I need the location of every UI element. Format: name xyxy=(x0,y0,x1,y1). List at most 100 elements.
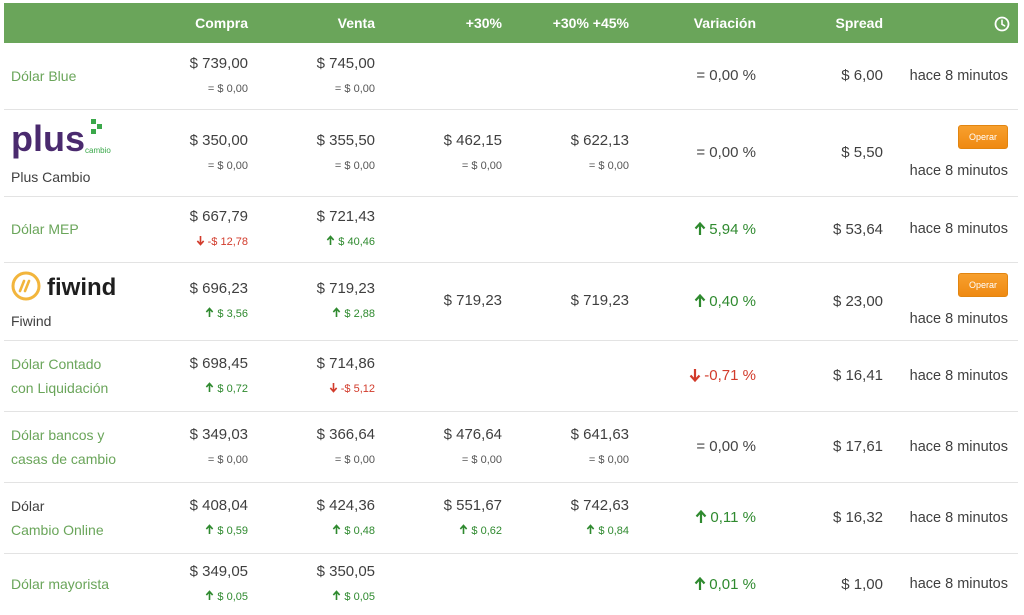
updated-time: hace 8 minutos xyxy=(909,576,1008,593)
header-spread[interactable]: Spread xyxy=(835,15,883,31)
table-row: fiwind Fiwind $ 696,23 $ 3,56 $ 719,23 $… xyxy=(4,262,1018,340)
p30-cell xyxy=(385,43,512,109)
row-name: Dólar xyxy=(11,497,45,514)
header-30-45[interactable]: +30% +45% xyxy=(552,15,629,31)
arrow-up-icon xyxy=(694,293,706,307)
table-row: Dólar mayorista $ 349,05 $ 0,05 $ 350,05… xyxy=(4,553,1018,615)
updated-time: hace 8 minutos xyxy=(909,311,1008,327)
arrow-up-icon xyxy=(333,307,341,317)
arrow-up-icon xyxy=(696,510,707,523)
spread-value: $ 53,64 xyxy=(832,220,883,238)
compra-delta: -$ 12,78 xyxy=(164,233,248,251)
row-name-link[interactable]: Dólar MEP xyxy=(11,221,79,237)
updated-time: hace 8 minutos xyxy=(909,67,1008,84)
svg-text:plus: plus xyxy=(11,118,85,159)
p3045-delta: $ 0,84 xyxy=(522,522,629,540)
p3045-delta: = $ 0,00 xyxy=(588,159,629,172)
table-row: Dólar Cambio Online $ 408,04 $ 0,59 $ 42… xyxy=(4,482,1018,553)
spread-value: $ 17,61 xyxy=(832,438,883,455)
table-row: Dólar Blue $ 739,00 = $ 0,00 $ 745,00 = $ … xyxy=(4,43,1018,109)
venta-price: $ 355,50 xyxy=(316,131,375,149)
arrow-up-icon xyxy=(206,590,214,601)
updated-time: hace 8 minutos xyxy=(909,438,1008,455)
venta-delta: = $ 0,00 xyxy=(334,453,375,466)
row-name-link[interactable]: Dólar Blue xyxy=(11,67,77,84)
row-name-link[interactable]: Dólar mayorista xyxy=(11,576,110,593)
header-30[interactable]: +30% xyxy=(465,15,502,31)
venta-price: $ 366,64 xyxy=(316,425,375,443)
p30-price: $ 462,15 xyxy=(443,131,502,149)
venta-price: $ 745,00 xyxy=(316,54,375,72)
variacion-value: -0,71 % xyxy=(689,367,756,384)
updated-time: hace 8 minutos xyxy=(909,367,1008,384)
header-venta[interactable]: Venta xyxy=(337,15,375,31)
compra-price: $ 349,03 xyxy=(189,425,248,443)
table-row: Dólar Contado con Liquidación $ 698,45 $ … xyxy=(4,340,1018,411)
p3045-price: $ 742,63 xyxy=(570,496,629,514)
venta-price: $ 719,23 xyxy=(316,280,375,297)
operar-button[interactable]: Operar xyxy=(957,124,1008,149)
variacion-value: 0,01 % xyxy=(694,576,756,593)
p30-cell xyxy=(385,553,512,615)
compra-price: $ 408,04 xyxy=(189,496,248,514)
variacion-value: 5,94 % xyxy=(694,221,756,238)
arrow-up-icon xyxy=(460,523,468,534)
plus-cambio-logo[interactable]: plus cambio xyxy=(11,117,121,159)
p30-cell xyxy=(385,340,512,411)
arrow-up-icon xyxy=(206,307,214,317)
spread-value: $ 16,41 xyxy=(832,367,883,384)
venta-price: $ 714,86 xyxy=(316,354,375,372)
spread-value: $ 5,50 xyxy=(841,144,883,161)
svg-text:cambio: cambio xyxy=(85,146,111,155)
p30-delta: = $ 0,00 xyxy=(461,159,502,172)
compra-delta: $ 0,05 xyxy=(164,588,248,606)
compra-delta: $ 0,72 xyxy=(164,380,248,398)
header-compra[interactable]: Compra xyxy=(195,15,248,31)
p30-price: $ 551,67 xyxy=(443,496,502,514)
compra-price: $ 350,00 xyxy=(189,131,248,149)
venta-delta: = $ 0,00 xyxy=(334,159,375,172)
p3045-cell xyxy=(512,553,639,615)
compra-delta: $ 0,59 xyxy=(164,522,248,540)
operar-button[interactable]: Operar xyxy=(957,273,1008,297)
variacion-value: = 0,00 % xyxy=(696,144,756,161)
fiwind-logo[interactable]: fiwind xyxy=(11,269,127,303)
spread-value: $ 6,00 xyxy=(841,67,883,85)
header-time[interactable] xyxy=(893,3,1018,43)
compra-price: $ 667,79 xyxy=(189,208,248,225)
p30-price: $ 476,64 xyxy=(443,425,502,443)
p3045-price: $ 622,13 xyxy=(570,131,629,149)
spread-value: $ 1,00 xyxy=(841,575,883,593)
arrow-up-icon xyxy=(333,590,341,601)
variacion-value: 0,40 % xyxy=(694,293,756,310)
row-name-link[interactable]: Dólar Contado con Liquidación xyxy=(11,355,109,396)
p3045-price: $ 719,23 xyxy=(570,292,629,309)
updated-time: hace 8 minutos xyxy=(909,509,1008,526)
venta-delta: $ 40,46 xyxy=(268,233,375,251)
arrow-down-icon xyxy=(196,236,204,246)
compra-price: $ 349,05 xyxy=(189,563,248,581)
row-name-link[interactable]: Dólar bancos y casas de cambio xyxy=(11,426,117,467)
row-name: Fiwind xyxy=(11,313,52,329)
arrow-up-icon xyxy=(694,221,706,235)
p3045-cell xyxy=(512,340,639,411)
arrow-up-icon xyxy=(694,576,706,590)
clock-icon xyxy=(994,16,1010,32)
arrow-down-icon xyxy=(689,369,701,382)
arrow-up-icon xyxy=(206,523,214,534)
compra-delta: = $ 0,00 xyxy=(207,453,248,466)
updated-time: hace 8 minutos xyxy=(909,162,1008,179)
variacion-value: = 0,00 % xyxy=(696,67,756,85)
venta-delta: = $ 0,00 xyxy=(334,82,375,95)
arrow-up-icon xyxy=(587,523,595,534)
p30-price: $ 719,23 xyxy=(443,292,502,309)
arrow-down-icon xyxy=(329,382,338,393)
p3045-cell xyxy=(512,196,639,262)
arrow-up-icon xyxy=(206,381,214,392)
row-name-link[interactable]: Cambio Online xyxy=(11,521,104,538)
venta-price: $ 721,43 xyxy=(316,208,375,225)
compra-price: $ 696,23 xyxy=(189,280,248,297)
header-variacion[interactable]: Variación xyxy=(693,15,756,31)
p30-delta: $ 0,62 xyxy=(395,522,502,540)
spread-value: $ 16,32 xyxy=(832,509,883,526)
